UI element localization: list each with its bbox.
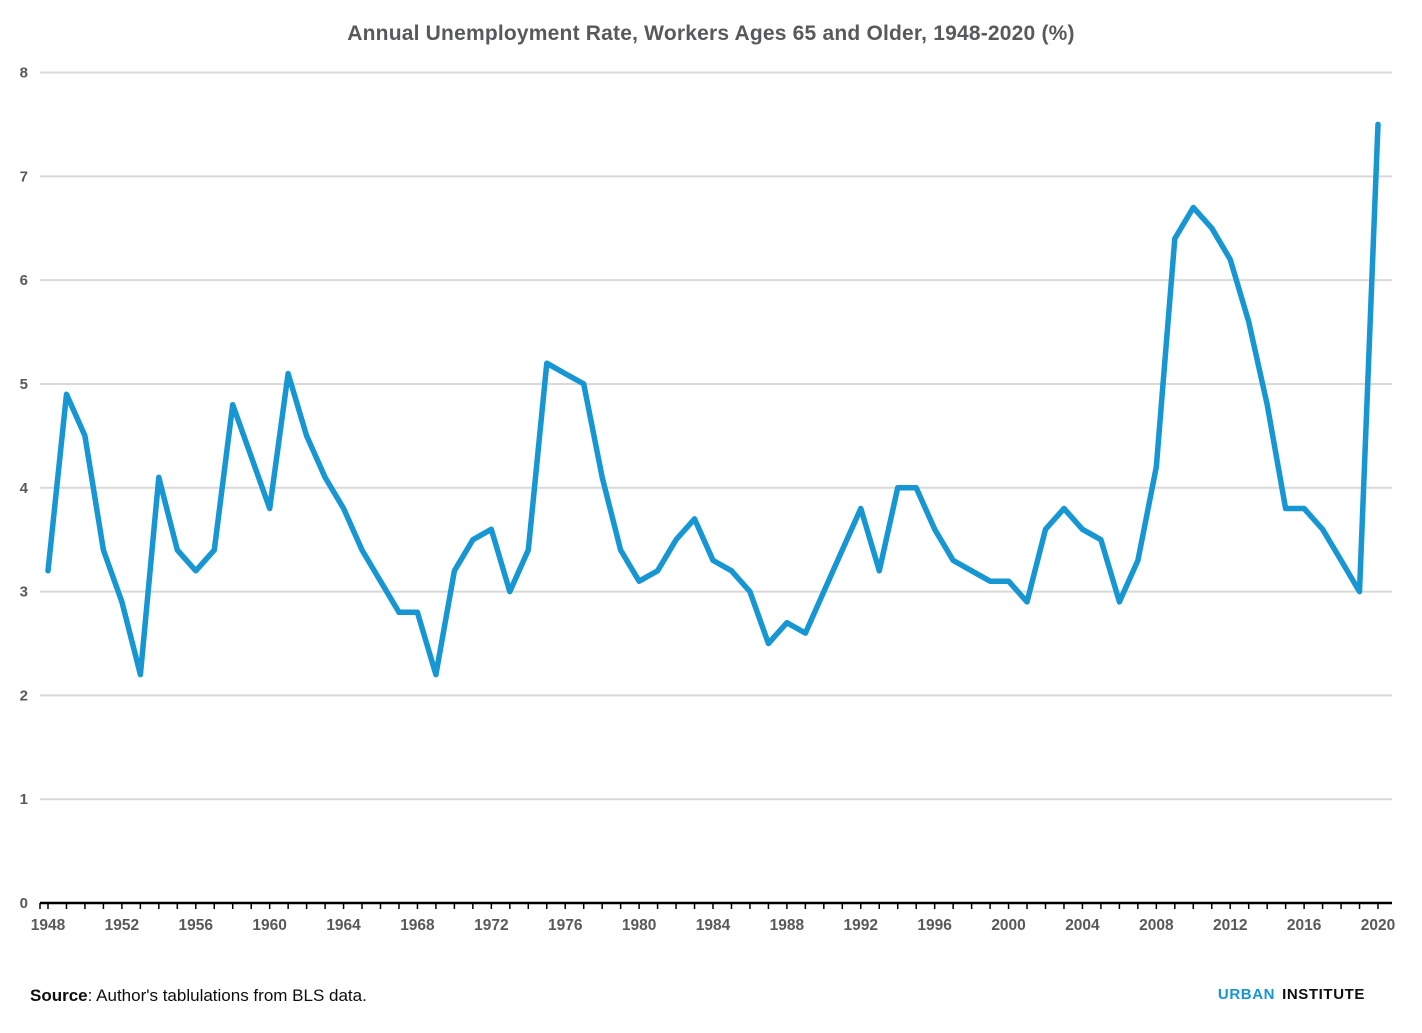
x-axis-tick-label: 1948 bbox=[31, 917, 66, 934]
x-axis-tick-label: 1980 bbox=[622, 917, 656, 934]
y-axis-tick-label: 5 bbox=[20, 376, 28, 393]
x-axis-tick-label: 2020 bbox=[1361, 917, 1395, 934]
line-chart: 0 1 2 3 4 5 6 7 8 1948 1952 1956 1960 1964 1968 1972 197… bbox=[20, 65, 1396, 935]
y-axis-tick-label: 0 bbox=[20, 895, 28, 912]
x-axis-tick-label: 1952 bbox=[105, 917, 139, 934]
y-axis-tick-label: 3 bbox=[20, 584, 28, 601]
x-axis-tick-label: 2016 bbox=[1287, 917, 1322, 934]
x-axis-tick-label: 1988 bbox=[770, 917, 805, 934]
unemployment-rate-line bbox=[45, 121, 1381, 678]
x-axis-tick-label: 1972 bbox=[474, 917, 508, 934]
x-axis-tick-label: 1996 bbox=[917, 917, 952, 934]
x-axis-tick-label: 2012 bbox=[1213, 917, 1247, 934]
x-axis-tick-label: 1956 bbox=[179, 917, 214, 934]
y-axis-tick-label: 2 bbox=[20, 687, 28, 704]
y-axis-tick-label: 1 bbox=[20, 791, 28, 808]
x-axis-tick-label: 1984 bbox=[696, 917, 731, 934]
x-axis-tick-label: 2000 bbox=[991, 917, 1025, 934]
logo-word-institute: INSTITUTE bbox=[1282, 986, 1365, 1003]
source-note: Source: Author's tablulations from BLS d… bbox=[30, 986, 367, 1006]
x-axis-tick-label: 2008 bbox=[1139, 917, 1174, 934]
x-axis-tick-label: 1964 bbox=[326, 917, 361, 934]
urban-institute-logo: URBAN INSTITUTE bbox=[1218, 986, 1365, 1003]
x-axis-tick-label: 1976 bbox=[548, 917, 583, 934]
y-axis-tick-label: 6 bbox=[20, 272, 28, 289]
source-text: : Author's tablulations from BLS data. bbox=[87, 986, 367, 1005]
x-axis-tick-label: 1992 bbox=[844, 917, 878, 934]
source-label: Source bbox=[30, 986, 88, 1005]
x-axis-tick-label: 1968 bbox=[400, 917, 435, 934]
y-axis-tick-label: 8 bbox=[20, 65, 28, 82]
logo-word-urban: URBAN bbox=[1217, 986, 1276, 1003]
x-axis-tick-label: 2004 bbox=[1065, 917, 1100, 934]
x-axis-tick-label: 1960 bbox=[252, 917, 286, 934]
y-axis-tick-label: 4 bbox=[20, 480, 29, 497]
y-axis-tick-label: 7 bbox=[20, 168, 28, 185]
chart-title: Annual Unemployment Rate, Workers Ages 6… bbox=[347, 22, 1075, 45]
